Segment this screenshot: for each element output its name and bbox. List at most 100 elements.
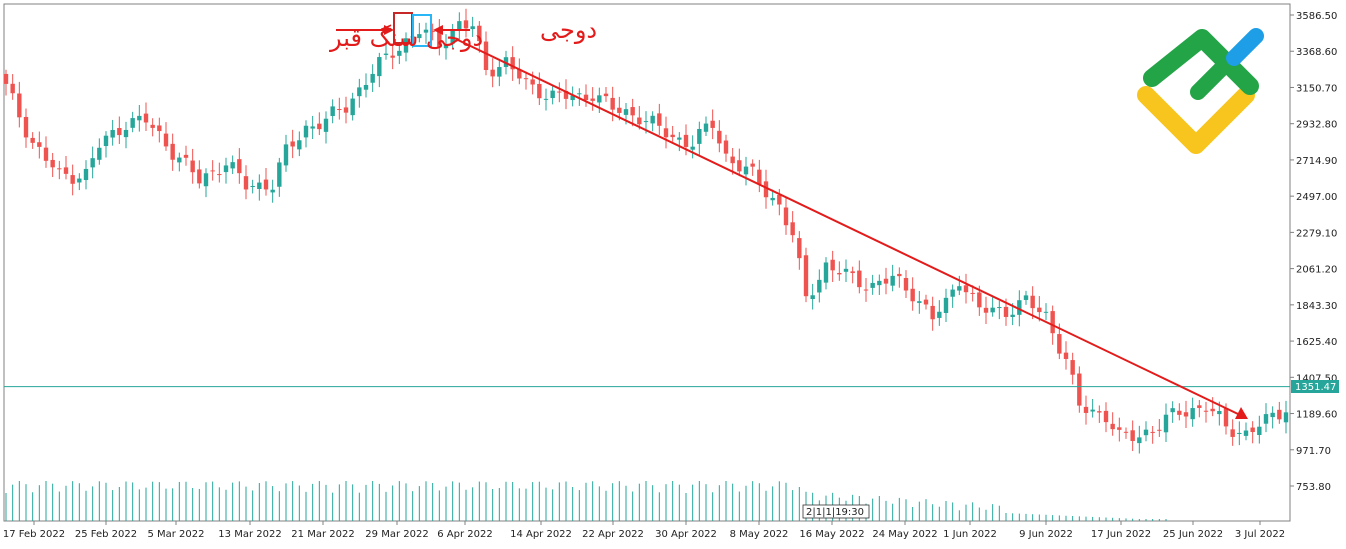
candle-body <box>523 78 529 80</box>
y-tick-label: 2279.10 <box>1296 228 1337 239</box>
candle-body <box>917 301 922 303</box>
candle-body <box>470 26 475 30</box>
candle-body <box>3 73 9 84</box>
candle-body <box>663 128 669 138</box>
candle-body <box>230 162 235 169</box>
candle-body <box>1150 431 1155 433</box>
candle-body <box>337 109 342 111</box>
candle-body <box>297 140 302 150</box>
candle-body <box>763 181 769 198</box>
candle-body <box>550 90 555 99</box>
candle-body <box>737 160 742 172</box>
downtrend-arrow <box>457 39 1248 419</box>
candle-body <box>403 38 409 53</box>
candle-body <box>557 91 562 93</box>
candle-body <box>910 288 915 302</box>
candle-body <box>50 159 55 168</box>
x-tick-label: 30 Apr 2022 <box>655 529 717 540</box>
candle-body <box>1077 373 1082 406</box>
candle-body <box>483 41 489 70</box>
candle-body <box>1030 295 1035 309</box>
candle-body <box>37 142 42 147</box>
candle-body <box>623 109 629 115</box>
candle-body <box>63 167 69 174</box>
candle-body <box>957 286 962 291</box>
candle-body <box>1210 408 1215 412</box>
candle-body <box>317 123 322 130</box>
volume-bars <box>5 481 1167 521</box>
doji-arrow <box>433 25 470 35</box>
candle-body <box>1223 408 1229 427</box>
candle-body <box>1270 412 1275 418</box>
candle-body <box>863 289 869 291</box>
candle-body <box>77 178 82 183</box>
candle-body <box>837 272 842 275</box>
candle-body <box>497 67 502 77</box>
doji-label: دوجی <box>540 16 597 44</box>
gravestone-doji-label: دوجی سنگ قبر <box>329 24 483 52</box>
candles <box>3 8 1289 454</box>
candle-body <box>1017 300 1022 315</box>
candle-body <box>1137 437 1142 444</box>
candle-body <box>510 57 515 70</box>
candle-body <box>1090 409 1095 412</box>
candle-body <box>583 94 589 101</box>
candle-body <box>1063 352 1069 359</box>
timeframe-tag: 2|1|1|19:30 <box>802 504 870 519</box>
candle-body <box>223 165 229 173</box>
candle-body <box>1003 306 1009 317</box>
candle-body <box>990 307 995 313</box>
candle-body <box>743 166 749 175</box>
candle-body <box>397 50 402 56</box>
candle-body <box>850 271 855 274</box>
candle-body <box>10 83 15 94</box>
candle-body <box>683 134 689 147</box>
candle-body <box>43 147 49 161</box>
candle-body <box>1217 410 1222 415</box>
candle-body <box>670 134 675 138</box>
candle-body <box>537 83 542 99</box>
candle-body <box>1070 360 1075 375</box>
candle-body <box>477 25 482 42</box>
candle-body <box>163 133 169 147</box>
candle-body <box>97 147 102 160</box>
candle-body <box>777 194 782 205</box>
candle-body <box>1130 430 1135 441</box>
candle-body <box>597 95 602 103</box>
candle-body <box>150 124 155 128</box>
candle-body <box>423 29 429 33</box>
candle-body <box>1163 414 1169 433</box>
candle-body <box>330 106 335 117</box>
y-tick-label: 1843.30 <box>1296 301 1337 312</box>
x-tick-label: 9 Jun 2022 <box>1019 529 1073 540</box>
candle-body <box>370 73 375 83</box>
candle-body <box>417 34 422 39</box>
x-tick-label: 21 Mar 2022 <box>291 529 354 540</box>
x-tick-label: 25 Feb 2022 <box>75 529 137 540</box>
candle-body <box>243 176 249 190</box>
x-tick-label: 5 Mar 2022 <box>147 529 204 540</box>
candle-body <box>857 270 862 288</box>
candle-body <box>823 262 829 283</box>
gravestone-doji-arrow <box>336 25 394 35</box>
candle-body <box>1237 432 1242 434</box>
candle-body <box>283 144 289 166</box>
candle-body <box>650 115 655 124</box>
candle-body <box>883 278 889 284</box>
candle-body <box>723 140 729 154</box>
candle-body <box>177 157 182 163</box>
candle-body <box>257 182 262 189</box>
x-tick-label: 3 Jul 2022 <box>1235 529 1285 540</box>
candle-body <box>617 107 622 113</box>
candle-body <box>237 159 242 174</box>
candle-body <box>890 275 895 286</box>
candle-body <box>30 137 35 143</box>
candle-body <box>250 185 255 187</box>
candle-body <box>590 98 595 101</box>
candle-body <box>750 163 755 167</box>
candle-body <box>377 57 382 77</box>
candle-body <box>457 21 462 31</box>
candle-body <box>143 113 149 123</box>
